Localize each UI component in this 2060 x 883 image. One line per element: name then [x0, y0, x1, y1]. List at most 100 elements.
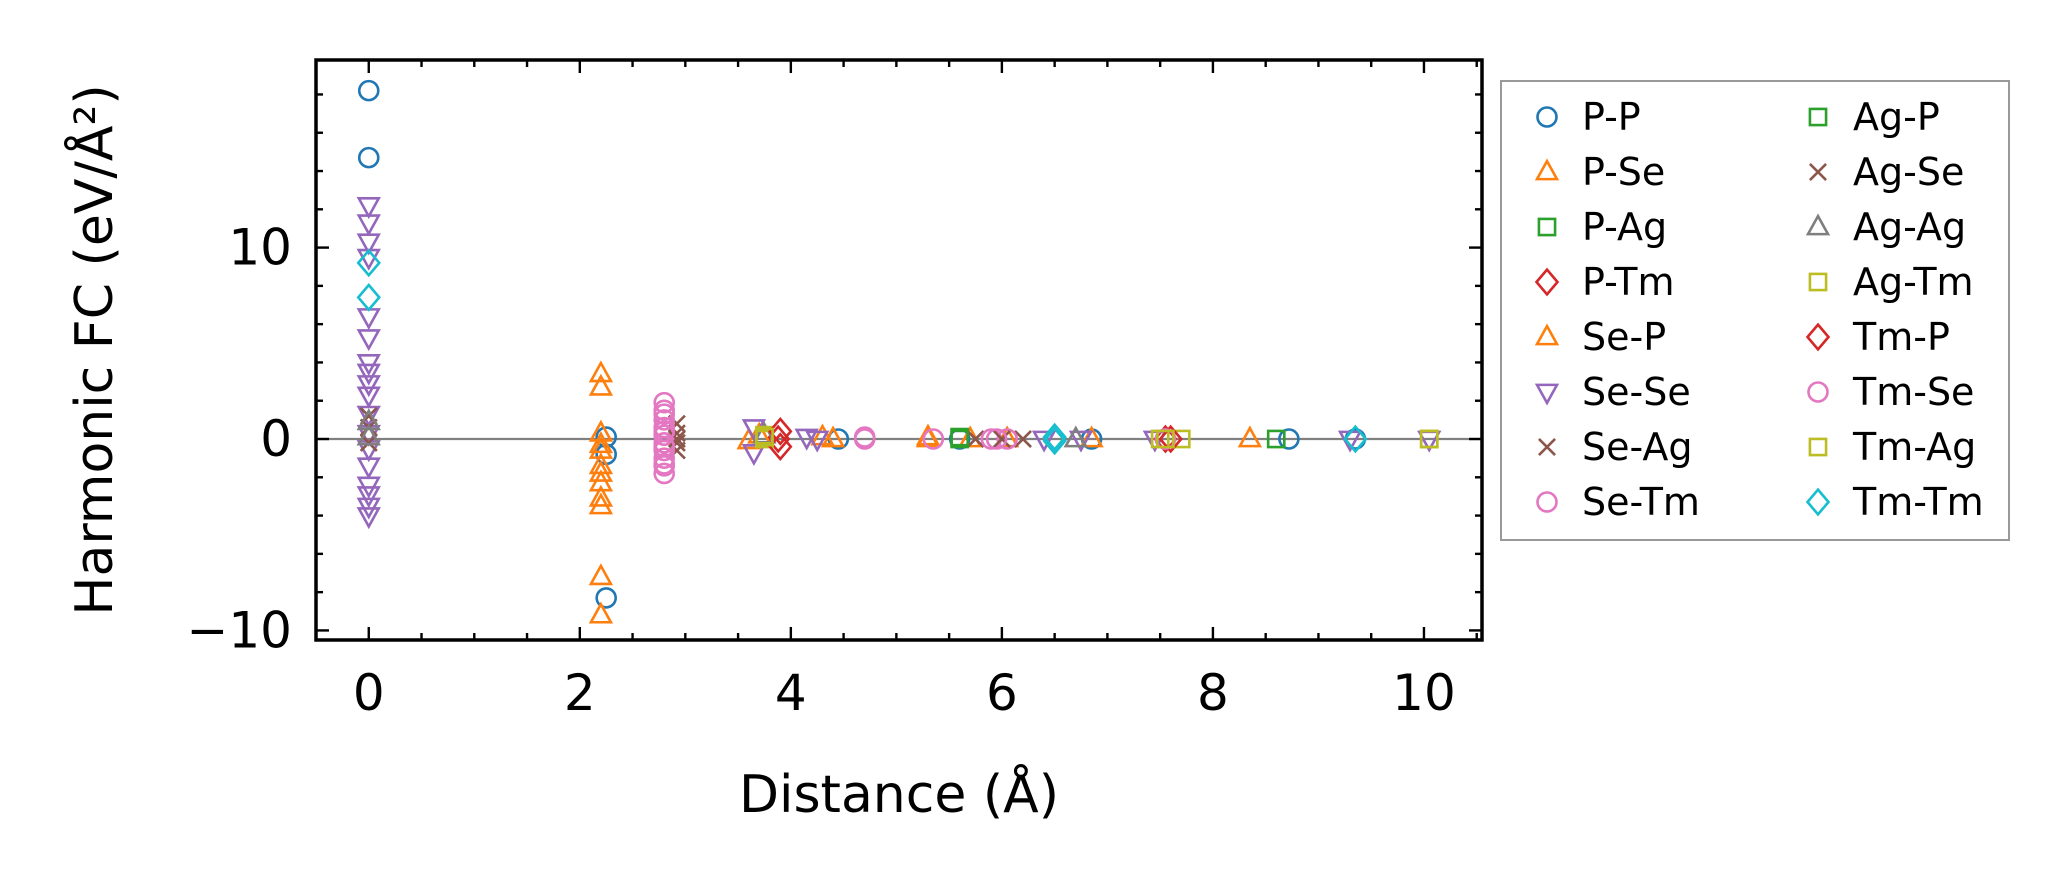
x-axis-label: Distance (Å)	[739, 763, 1059, 825]
legend-label: Tm-Ag	[1852, 425, 1976, 469]
legend-item: P-Tm	[1534, 260, 1675, 304]
data-point	[588, 373, 614, 396]
data-point	[992, 430, 1011, 449]
data-point	[1419, 429, 1439, 449]
data-point	[966, 430, 985, 449]
data-point	[588, 492, 614, 515]
data-point	[1042, 426, 1067, 456]
legend-marker	[1805, 213, 1831, 236]
data-point	[1158, 424, 1183, 454]
data-point	[1266, 429, 1286, 449]
legend-item: Tm-Se	[1807, 370, 1974, 414]
legend-label: Se-P	[1582, 315, 1666, 359]
data-point	[741, 443, 767, 467]
legend-label: Ag-P	[1853, 95, 1940, 139]
data-point	[356, 408, 381, 431]
data-point	[653, 462, 676, 485]
x-tick-label: 2	[564, 664, 596, 722]
data-point	[595, 587, 617, 609]
data-point	[996, 428, 1018, 450]
data-point	[653, 420, 676, 443]
legend-marker	[1808, 272, 1828, 292]
data-point	[356, 197, 381, 220]
data-point	[755, 427, 774, 447]
series-se-se	[356, 197, 1442, 530]
data-point	[356, 375, 381, 398]
data-point	[588, 431, 614, 454]
legend-label: Tm-Tm	[1852, 480, 1984, 524]
series-tm-se	[653, 403, 1177, 475]
data-point	[1278, 428, 1300, 450]
legend-item: Se-P	[1534, 315, 1666, 359]
data-point	[1063, 425, 1088, 448]
legend-marker	[1807, 381, 1829, 403]
y-tick-label: 10	[228, 219, 292, 277]
series-ag-p	[950, 429, 970, 449]
data-point	[950, 429, 970, 449]
legend-item: P-Se	[1534, 150, 1665, 194]
data-point	[356, 233, 381, 256]
data-point	[356, 248, 381, 278]
series-se-p	[588, 419, 941, 515]
data-point	[1013, 430, 1032, 449]
legend-item: Tm-Ag	[1808, 425, 1976, 469]
legend-item: Ag-P	[1808, 95, 1940, 139]
data-point	[653, 403, 676, 425]
legend-marker	[1808, 107, 1828, 127]
legend-marker	[1534, 158, 1560, 181]
data-point	[1042, 422, 1067, 452]
data-point	[357, 146, 380, 169]
data-point	[1156, 429, 1175, 449]
legend-marker	[1805, 487, 1831, 517]
legend-marker	[1536, 491, 1558, 513]
legend-marker	[1534, 323, 1560, 346]
legend-label: Se-Se	[1582, 370, 1691, 414]
data-point	[768, 416, 793, 446]
legend-frame	[1500, 80, 2010, 541]
data-point	[588, 436, 614, 459]
data-point	[653, 435, 676, 458]
data-point	[1237, 425, 1263, 448]
legend-label: P-Ag	[1582, 205, 1667, 249]
legend-label: Tm-P	[1852, 315, 1950, 359]
data-point	[653, 409, 676, 431]
legend-label: Se-Tm	[1582, 480, 1700, 524]
legend-label: Se-Ag	[1582, 425, 1693, 469]
legend-label: P-P	[1582, 95, 1641, 139]
data-point	[356, 423, 381, 446]
data-point	[356, 329, 381, 352]
legend-item: Ag-Se	[1809, 150, 1964, 194]
legend-marker	[1808, 437, 1828, 457]
data-point	[985, 428, 1008, 450]
data-point	[588, 360, 614, 383]
data-point	[356, 405, 381, 428]
legend-marker	[1537, 217, 1557, 237]
x-tick-label: 6	[986, 664, 1018, 722]
x-tick-label: 8	[1197, 664, 1229, 722]
x-tick-label: 4	[775, 664, 807, 722]
data-point	[356, 386, 381, 409]
data-point	[588, 419, 614, 442]
data-point	[356, 283, 381, 312]
plot-frame	[314, 58, 1484, 642]
data-point	[1068, 430, 1094, 453]
data-point	[356, 507, 381, 530]
plot-area	[314, 58, 1484, 642]
data-point	[667, 430, 686, 449]
legend-item: Se-Tm	[1536, 480, 1700, 524]
data-point	[810, 423, 835, 446]
legend-item: Tm-P	[1805, 315, 1950, 359]
y-axis-label: Harmonic FC (eV/Å²)	[63, 84, 125, 615]
data-point	[653, 447, 676, 469]
legend-marker	[1805, 322, 1831, 352]
legend-item: P-Ag	[1537, 205, 1667, 249]
legend-label: P-Tm	[1582, 260, 1675, 304]
data-point	[356, 457, 381, 480]
legend-label: Ag-Tm	[1853, 260, 1974, 304]
data-point	[853, 426, 876, 448]
data-point	[588, 601, 614, 624]
data-point	[922, 428, 945, 450]
data-point	[356, 363, 381, 386]
data-point	[915, 423, 941, 446]
data-point	[356, 486, 381, 509]
